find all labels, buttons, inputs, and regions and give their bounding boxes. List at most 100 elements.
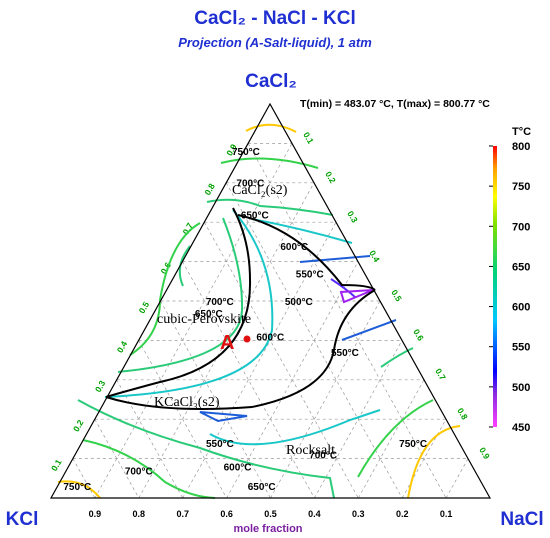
grid-line [182, 222, 337, 499]
isotherm-700-top [220, 157, 319, 169]
isotherm-label: 550°C [296, 269, 324, 280]
isotherm-curves [57, 123, 461, 499]
vertex-label-top: CaCl₂ [245, 71, 297, 92]
point-a-label: A [220, 332, 234, 354]
grid-line [94, 143, 293, 499]
isotherm-550-right [341, 319, 397, 341]
tick-label-bottom: 0.7 [176, 509, 189, 519]
isotherm-label: 700°C [206, 297, 234, 308]
boundary-kcacl3-rocksalt [105, 396, 253, 411]
tick-label-bottom: 0.5 [264, 509, 277, 519]
colorbar-tick-label: 550 [512, 342, 530, 354]
colorbar-tick-label: 650 [512, 261, 530, 273]
isotherm-650-bottom [77, 399, 335, 499]
phase-label-cacl2-s2: CaCl₂(s2) [232, 183, 288, 198]
tick-label-left: 0.4 [115, 339, 130, 354]
tick-label-right: 0.1 [301, 130, 316, 145]
isotherm-label: 500°C [285, 297, 313, 308]
boundary-perovskite-rocksalt [251, 289, 376, 408]
tick-label-left: 0.8 [202, 181, 217, 196]
chart-subtitle: Projection (A-Salt-liquid), 1 atm [178, 35, 372, 50]
isotherm-750-left [57, 480, 101, 499]
tick-label-right: 0.8 [455, 406, 470, 421]
colorbar-tick-label: 800 [512, 141, 530, 153]
isotherm-label: 700°C [125, 466, 153, 477]
tick-label-right: 0.6 [411, 327, 426, 342]
tick-label-left: 0.2 [71, 418, 86, 433]
isotherm-label: 750°C [399, 439, 427, 450]
tick-label-right: 0.2 [323, 170, 338, 185]
isotherm-600-left [104, 209, 274, 398]
isotherm-650-right [380, 347, 414, 368]
isotherm-label: 600°C [224, 462, 252, 473]
isotherm-550-top [299, 255, 371, 263]
isotherm-label: 550°C [206, 439, 234, 450]
isotherm-700-left [129, 222, 201, 356]
vertex-label-right: NaCl [500, 509, 543, 530]
grid-line [270, 300, 381, 499]
colorbar-tick-label: 600 [512, 302, 530, 314]
tick-label-bottom: 0.3 [352, 509, 365, 519]
phase-label-rocksalt: Rocksalt [286, 443, 335, 458]
grid-line [314, 340, 403, 499]
vertex-label-left: KCl [6, 509, 39, 530]
isotherm-700-right [357, 399, 434, 478]
isotherm-label: 750°C [232, 147, 260, 158]
tick-label-bottom: 0.4 [308, 509, 321, 519]
isotherm-label: 750°C [63, 482, 91, 493]
temperature-range-text: T(min) = 483.07 °C, T(max) = 800.77 °C [300, 98, 490, 110]
isotherm-label: 650°C [241, 210, 269, 221]
tick-label-right: 0.7 [433, 367, 448, 382]
colorbar [493, 146, 497, 427]
phase-label-cubic-perovskite: cubic-Perovskite [157, 312, 251, 327]
isotherm-700-left-inner [178, 245, 191, 287]
tick-label-bottom: 0.1 [440, 509, 453, 519]
tick-label-bottom: 0.2 [396, 509, 409, 519]
grid-line [116, 379, 184, 499]
colorbar-tick-label: 500 [512, 382, 530, 394]
isotherm-750-top [245, 123, 297, 133]
isotherm-label: 600°C [256, 332, 284, 343]
tick-label-bottom: 0.9 [89, 509, 102, 519]
phase-label-kcacl3-s2: KCaCl₃(s2) [154, 395, 220, 410]
boundary-cacl2-perovskite [237, 214, 376, 291]
isotherm-label: 550°C [331, 348, 359, 359]
grid-line [160, 300, 271, 499]
isotherm-600-top [251, 218, 353, 244]
phase-boundaries [105, 207, 376, 411]
isotherm-eutectic-small [339, 289, 374, 304]
tick-label-bottom: 0.6 [220, 509, 233, 519]
isotherm-650-top [206, 198, 334, 216]
colorbar-title: T°C [512, 126, 531, 138]
grid-line [445, 458, 469, 499]
grid-line [357, 379, 425, 499]
axis-label-mole-fraction: mole fraction [233, 523, 302, 535]
grid-line [72, 458, 96, 499]
tick-label-left: 0.1 [49, 457, 64, 472]
tick-label-bottom: 0.8 [133, 509, 146, 519]
ternary-frame [49, 102, 492, 499]
isotherm-label: 650°C [248, 482, 276, 493]
isotherm-650-left [117, 217, 244, 373]
tick-label-right: 0.9 [477, 445, 492, 460]
isotherm-label: 650°C [195, 309, 223, 320]
isotherm-labels: 750°C700°C650°C600°C550°C500°C700°C650°C… [63, 147, 427, 493]
tick-label-left: 0.5 [137, 300, 152, 315]
isotherm-500 [330, 278, 356, 298]
colorbar-tick-label: 700 [512, 221, 530, 233]
chart-title: CaCl₂ - NaCl - KCl [194, 8, 356, 29]
boundary-perovskite-kcacl3 [105, 207, 252, 398]
tick-label-left: 0.3 [93, 378, 108, 393]
isotherm-550-bottom [199, 411, 248, 423]
isotherm-label: 600°C [280, 242, 308, 253]
colorbar-tick-label: 750 [512, 181, 530, 193]
point-a-marker [243, 335, 251, 343]
tick-label-right: 0.3 [345, 209, 360, 224]
colorbar-ticks: 450 500 550 600 650 700 750 800 [489, 141, 530, 434]
isotherm-600-bottom [209, 409, 381, 446]
ternary-ticks: 0.10.10.10.20.20.20.30.30.30.40.40.40.50… [49, 130, 492, 519]
tick-label-right: 0.5 [389, 288, 404, 303]
grid-line [247, 143, 447, 499]
isotherm-label: 700°C [236, 179, 264, 190]
